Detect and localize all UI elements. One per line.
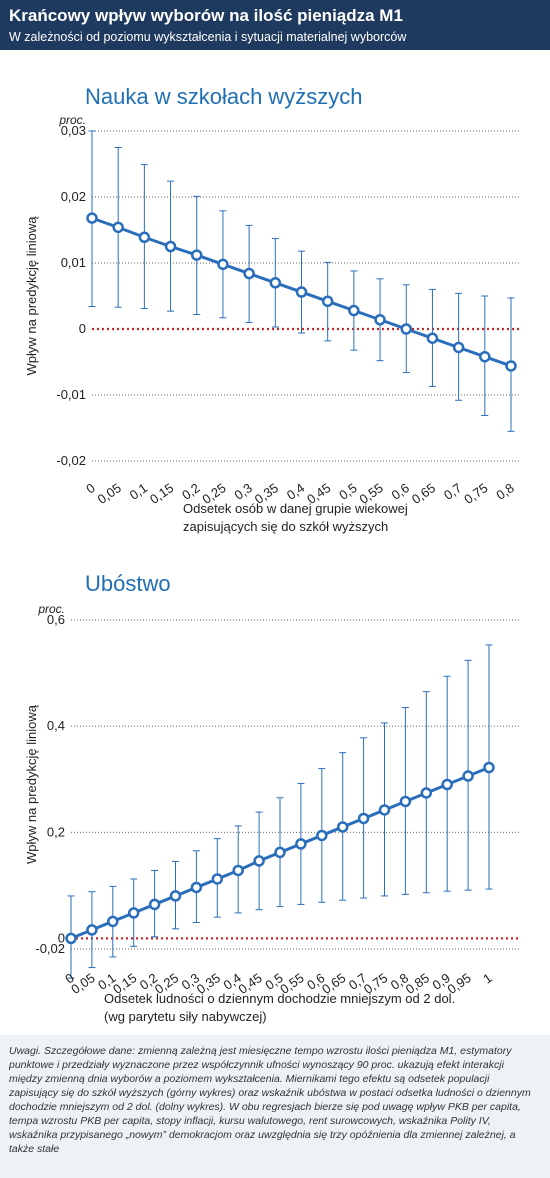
y-tick-label: 0,6 (47, 612, 65, 627)
data-point (274, 846, 286, 859)
x-tick-label: 1 (480, 970, 495, 986)
x-tick-label: 0,4 (284, 480, 307, 503)
data-point (452, 341, 465, 354)
data-point (374, 314, 386, 326)
data-point (217, 258, 229, 271)
data-point (316, 829, 328, 842)
x-tick-label: 0,65 (409, 480, 438, 507)
y-tick-label: -0,01 (56, 387, 86, 402)
x-tick-label: 0,05 (68, 970, 97, 997)
data-point (112, 221, 124, 234)
x-tick-label: 0,05 (95, 480, 124, 507)
chart-poverty: 0,6 0,4 0,2 0-0,02 proc. Wpływ na predykcję l… (24, 602, 520, 1024)
data-point (164, 240, 177, 253)
data-point (148, 898, 161, 911)
y-axis-label: Wpływ na predykcję liniową (24, 704, 39, 864)
data-point (420, 787, 433, 799)
unit-label: proc. (37, 602, 65, 616)
data-point (483, 761, 495, 774)
header: Krańcowy wpływ wyborów na ilość pieniądz… (0, 0, 550, 50)
data-point (269, 277, 282, 289)
chart-title: Ubóstwo (85, 571, 171, 596)
x-axis-label: Odsetek osób w danej grupie wiekowej (183, 501, 408, 516)
unit-label: proc. (58, 113, 86, 127)
x-tick-label: 0,5 (336, 480, 359, 503)
page-subtitle: W zależności od poziomu wykształcenia i … (9, 30, 407, 44)
x-tick-label: 0,8 (493, 480, 516, 503)
chart-education: 0,03 0,02 0,01 0 -0,01 -0,02 proc. Wpływ na pre… (24, 113, 520, 534)
data-point (107, 915, 119, 928)
x-axis-label: (wg parytetu siły nabywczej) (104, 1009, 267, 1024)
data-point (191, 249, 203, 261)
data-point (138, 231, 151, 244)
y-tick-label: -0,02 (35, 941, 65, 956)
chart-title: Nauka w szkołach wyższych (85, 84, 363, 109)
data-point (169, 890, 182, 902)
data-point (378, 804, 391, 816)
footnote-text: Uwagi. Szczegółowe dane: zmienną zależną… (9, 1045, 531, 1155)
y-axis-label: Wpływ na predykcję liniową (24, 216, 39, 376)
chart-panel-education: Nauka w szkołach wyższych 0,03 0,02 0,01 0 -… (0, 50, 550, 560)
x-tick-label: 0,6 (389, 480, 412, 503)
y-tick-label: 0 (79, 321, 86, 336)
data-point (86, 924, 98, 936)
data-point (400, 323, 412, 335)
x-tick-label: 0,2 (179, 480, 202, 503)
x-tick-label: 0,7 (441, 480, 464, 503)
y-tick-label: 0,4 (47, 718, 65, 733)
data-point (243, 267, 255, 280)
x-tick-label: 0,75 (461, 480, 490, 507)
y-tick-label: 0,03 (61, 123, 86, 138)
data-point (253, 855, 265, 867)
x-tick-label: 0,1 (127, 480, 150, 503)
data-point (65, 932, 77, 945)
data-point (321, 295, 334, 308)
y-tick-label: 0 (58, 930, 65, 945)
data-point (462, 770, 474, 782)
x-tick-label: 0,3 (231, 480, 254, 503)
data-point (232, 864, 244, 877)
data-point (399, 795, 412, 808)
x-axis-label: Odsetek ludności o dziennym dochodzie mn… (104, 991, 455, 1006)
y-tick-label: 0,02 (61, 189, 86, 204)
data-point (441, 778, 453, 791)
footnote: Uwagi. Szczegółowe dane: zmienną zależną… (0, 1035, 550, 1178)
data-point (357, 812, 370, 825)
data-point (479, 350, 491, 363)
data-point (127, 907, 140, 919)
x-axis-label: zapisujących się do szkół wyższych (183, 519, 388, 534)
page-title: Krańcowy wpływ wyborów na ilość pieniądz… (9, 6, 403, 25)
data-point (505, 360, 517, 372)
y-tick-label: -0,02 (56, 453, 86, 468)
data-point (211, 873, 224, 885)
chart-panel-poverty: Ubóstwo 0,6 0,4 0,2 0 -0,02 proc. Wpływ na pre… (0, 560, 550, 1035)
data-point (426, 332, 439, 344)
y-tick-label: 0,01 (61, 255, 86, 270)
data-point (336, 821, 349, 833)
data-point (190, 881, 203, 894)
data-point (295, 286, 308, 298)
data-point (295, 838, 307, 850)
y-tick-label: 0,2 (47, 824, 65, 839)
data-point (348, 304, 360, 317)
data-point (86, 212, 98, 224)
x-tick-label: 0,15 (147, 480, 176, 507)
